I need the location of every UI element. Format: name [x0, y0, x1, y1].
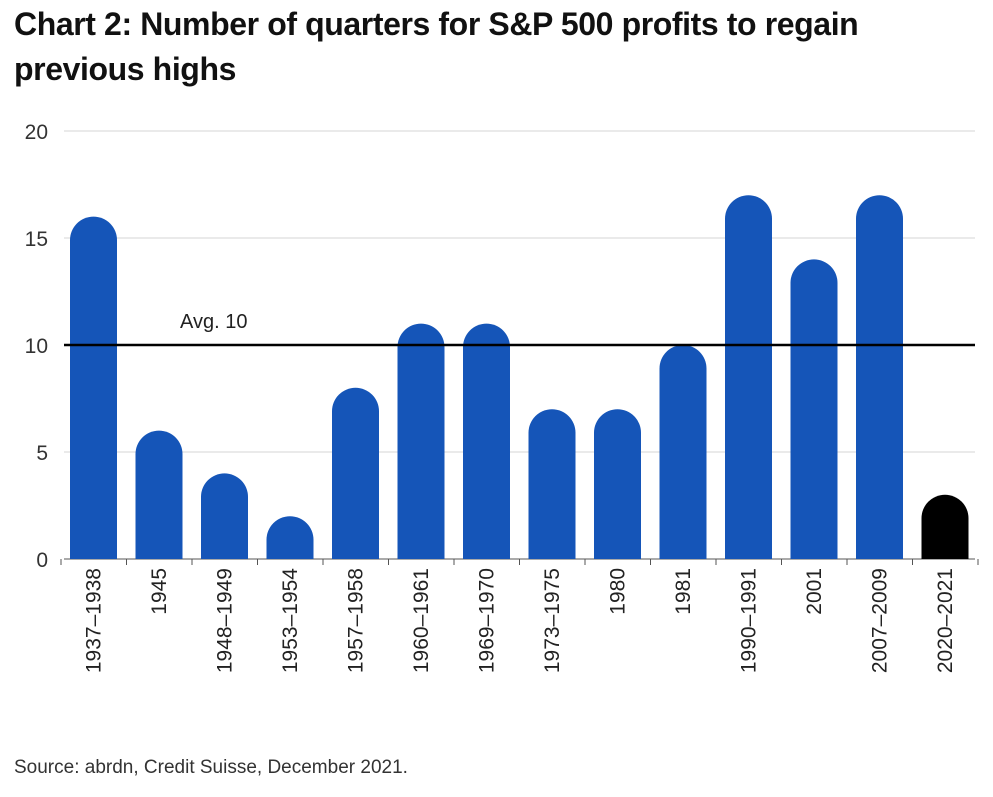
- bar-1981: [659, 345, 707, 559]
- bar-1957–1958: [332, 387, 379, 559]
- x-tick-label: 1980: [607, 568, 630, 615]
- x-tick-label: 2007–2009: [869, 568, 892, 673]
- x-tick-label: 1937–1938: [83, 568, 106, 673]
- bar-1960–1961: [397, 323, 445, 559]
- average-label: Avg. 10: [180, 311, 247, 333]
- x-tick-label: 1953–1954: [279, 568, 302, 673]
- y-tick-label: 10: [25, 335, 48, 358]
- bars: [70, 195, 969, 560]
- y-tick-label: 0: [36, 549, 48, 572]
- bar-1953–1954: [266, 516, 314, 559]
- average-reference: Avg. 10: [64, 311, 975, 347]
- x-tick-label: 1990–1991: [738, 568, 761, 673]
- bar-1948–1949: [201, 473, 248, 559]
- y-tick-label: 15: [25, 228, 48, 251]
- x-tick-label: 1945: [148, 568, 171, 615]
- chart-title: Chart 2: Number of quarters for S&P 500 …: [14, 6, 859, 87]
- source-note: Source: abrdn, Credit Suisse, December 2…: [14, 757, 408, 778]
- x-tick-label: 1960–1961: [410, 568, 433, 673]
- bar-1969–1970: [463, 323, 510, 559]
- bar-1945: [135, 430, 183, 559]
- bar-1973–1975: [528, 409, 576, 559]
- x-tick-label: 2020–2021: [934, 568, 957, 673]
- x-tick-label: 1981: [672, 568, 695, 615]
- bar-1980: [594, 409, 641, 559]
- bar-1990–1991: [725, 195, 772, 559]
- y-tick-label: 5: [36, 442, 48, 465]
- bar-2007–2009: [856, 195, 903, 559]
- y-axis-ticks: 0 5 10 15 20: [25, 121, 48, 572]
- bar-2020–2021: [921, 494, 969, 559]
- x-tick-label: 1973–1975: [541, 568, 564, 673]
- bar-2001: [790, 259, 838, 559]
- x-tick-label: 1969–1970: [476, 568, 499, 673]
- x-tick-label: 2001: [803, 568, 826, 615]
- x-axis-labels: 1937–1938 1945 1948–1949 1953–1954 1957–1958…: [60, 559, 979, 673]
- bar-1937–1938: [70, 216, 117, 560]
- x-tick-label: 1948–1949: [214, 568, 237, 673]
- y-tick-label: 20: [25, 121, 48, 144]
- x-tick-label: 1957–1958: [345, 568, 368, 673]
